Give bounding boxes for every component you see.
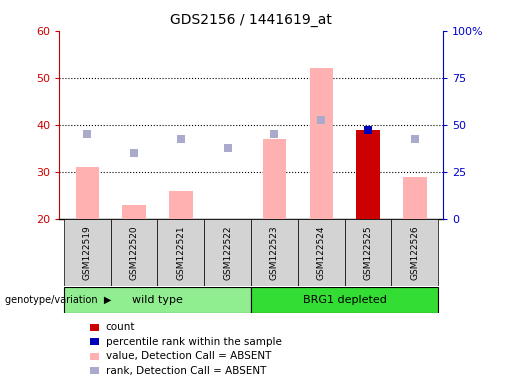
Point xyxy=(130,150,138,156)
Text: GSM122519: GSM122519 xyxy=(83,225,92,280)
Bar xyxy=(64,287,251,313)
Point xyxy=(83,131,92,137)
Text: GSM122520: GSM122520 xyxy=(130,225,139,280)
Bar xyxy=(251,219,298,286)
Point xyxy=(270,131,279,137)
Bar xyxy=(356,129,380,219)
Text: rank, Detection Call = ABSENT: rank, Detection Call = ABSENT xyxy=(106,366,266,376)
Text: wild type: wild type xyxy=(132,295,183,305)
Point xyxy=(317,117,325,123)
Text: percentile rank within the sample: percentile rank within the sample xyxy=(106,337,282,347)
Bar xyxy=(345,219,391,286)
Text: GSM122524: GSM122524 xyxy=(317,225,326,280)
Bar xyxy=(403,177,426,219)
Bar xyxy=(204,219,251,286)
Bar xyxy=(64,219,111,286)
Point xyxy=(177,136,185,142)
Bar xyxy=(251,287,438,313)
Text: GSM122525: GSM122525 xyxy=(364,225,372,280)
Bar xyxy=(158,219,204,286)
Bar xyxy=(169,191,193,219)
Text: count: count xyxy=(106,322,135,332)
Bar xyxy=(310,68,333,219)
Text: GSM122522: GSM122522 xyxy=(223,225,232,280)
Text: value, Detection Call = ABSENT: value, Detection Call = ABSENT xyxy=(106,351,271,361)
Bar xyxy=(76,167,99,219)
Bar xyxy=(263,139,286,219)
Bar xyxy=(123,205,146,219)
Text: GSM122526: GSM122526 xyxy=(410,225,419,280)
Text: GSM122521: GSM122521 xyxy=(176,225,185,280)
Text: GSM122523: GSM122523 xyxy=(270,225,279,280)
Bar xyxy=(391,219,438,286)
Bar xyxy=(298,219,345,286)
Point xyxy=(410,136,419,142)
Text: genotype/variation  ▶: genotype/variation ▶ xyxy=(5,295,112,305)
Point xyxy=(224,145,232,151)
Title: GDS2156 / 1441619_at: GDS2156 / 1441619_at xyxy=(170,13,332,27)
Text: BRG1 depleted: BRG1 depleted xyxy=(303,295,387,305)
Bar xyxy=(111,219,158,286)
Point xyxy=(364,126,372,132)
